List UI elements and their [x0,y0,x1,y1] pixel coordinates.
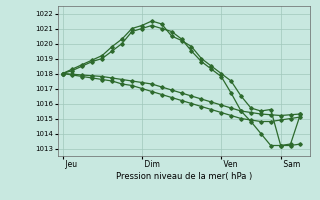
X-axis label: Pression niveau de la mer( hPa ): Pression niveau de la mer( hPa ) [116,172,252,181]
